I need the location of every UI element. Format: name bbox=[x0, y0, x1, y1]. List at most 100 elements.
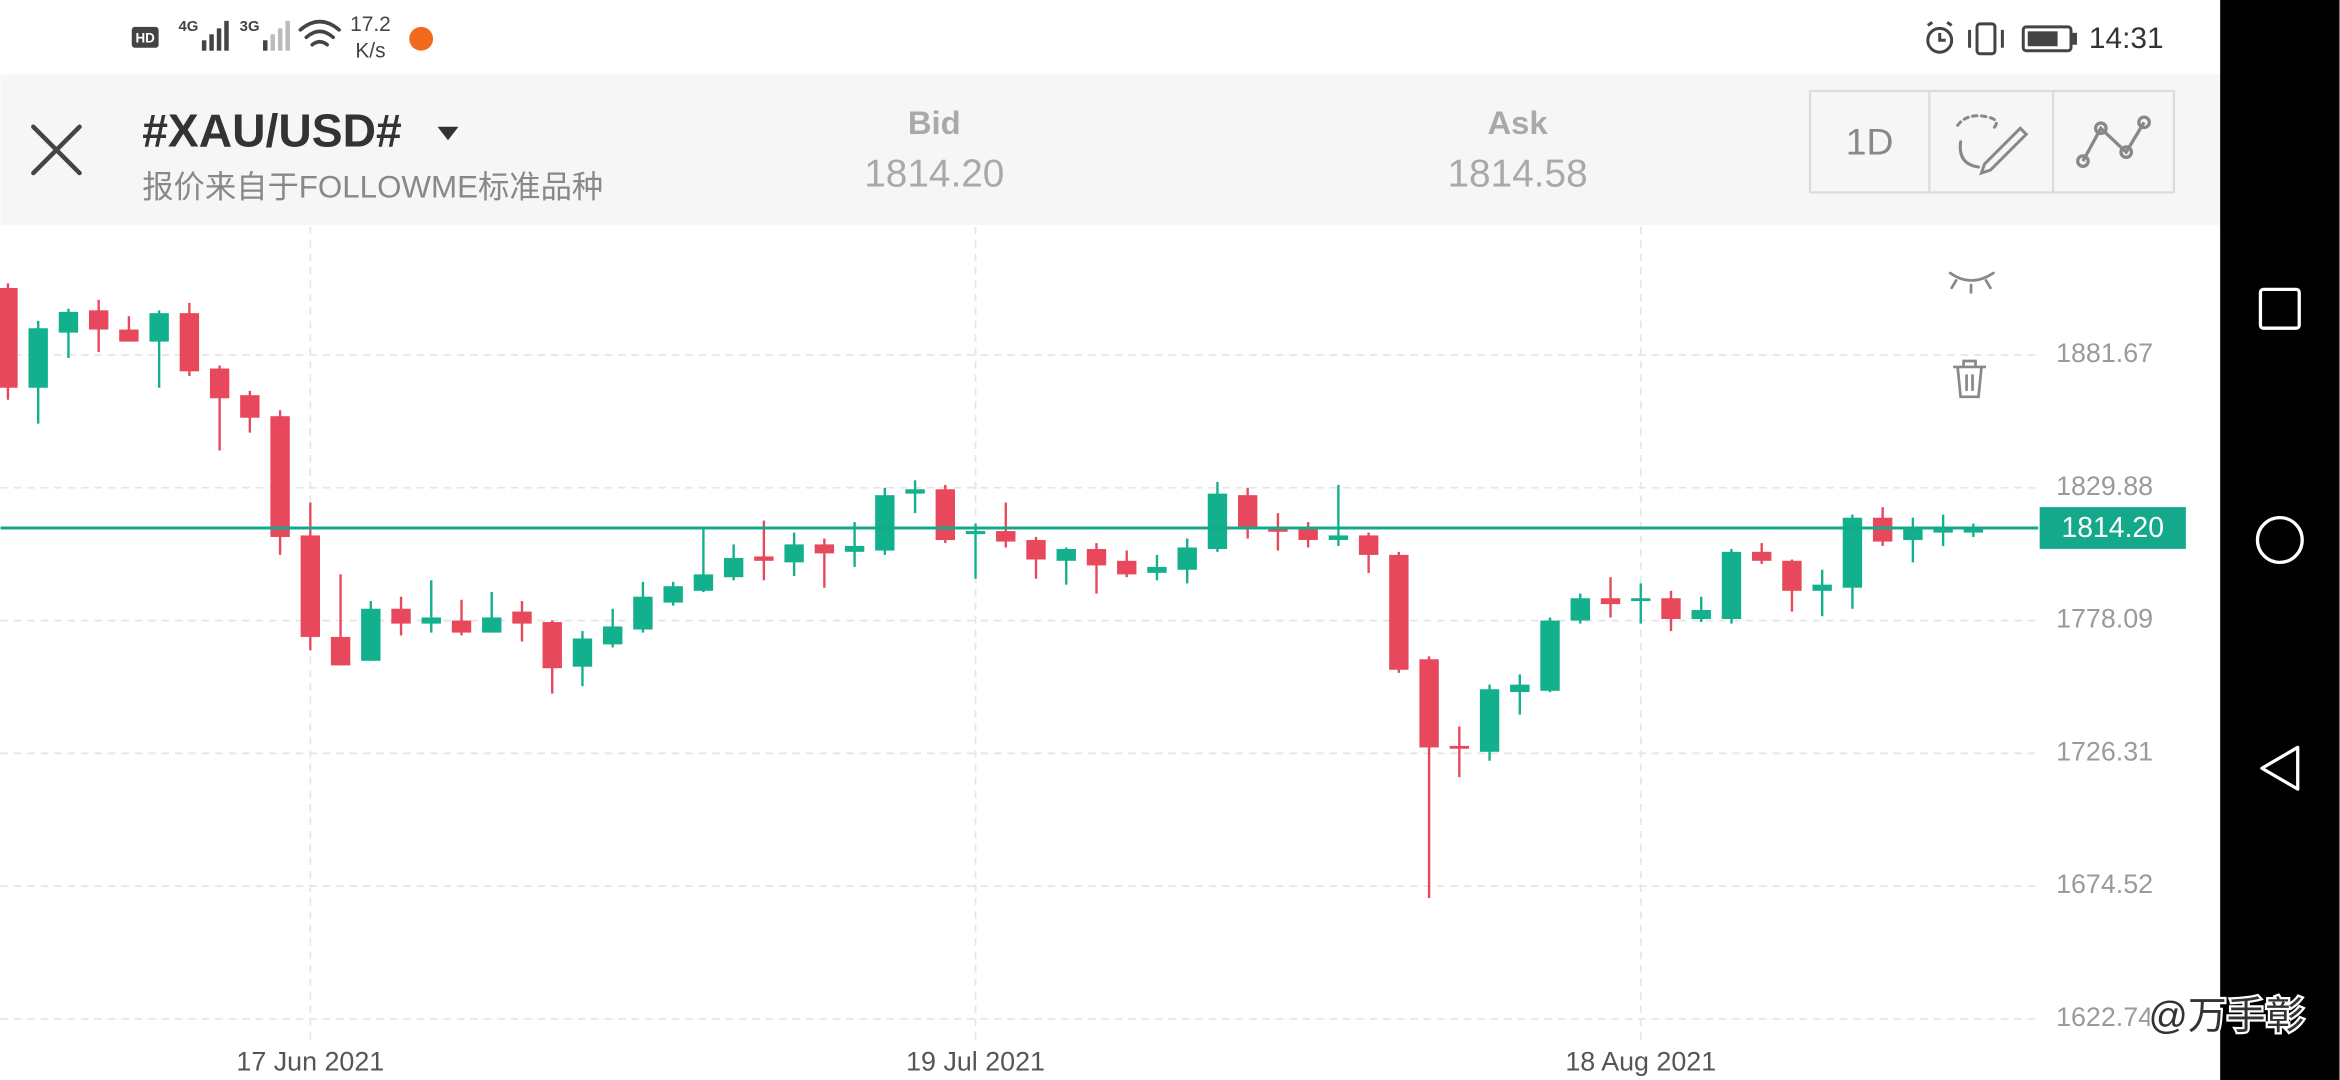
candle-body bbox=[1389, 554, 1409, 670]
candle-body bbox=[1298, 529, 1318, 541]
candle-body bbox=[1419, 659, 1439, 748]
battery-outline bbox=[2021, 25, 2073, 53]
candle-body bbox=[935, 489, 955, 541]
candle-body bbox=[1056, 549, 1076, 561]
y-tick-label: 1622.74 bbox=[2056, 1002, 2153, 1032]
recents-button[interactable] bbox=[2258, 287, 2301, 330]
clock: 14:31 bbox=[2089, 22, 2164, 55]
app-notification-icon bbox=[409, 26, 434, 51]
candle-body bbox=[723, 557, 744, 578]
alarm-icon bbox=[1926, 21, 1954, 54]
price-label-box bbox=[2039, 507, 2186, 549]
candle-body bbox=[693, 574, 714, 591]
candle-body bbox=[1782, 560, 1802, 591]
draw-tool-button[interactable] bbox=[1956, 114, 2029, 176]
candle-body bbox=[149, 313, 169, 342]
candle-body bbox=[1117, 560, 1137, 575]
net-speed: 17.2 bbox=[350, 13, 391, 36]
nav-bar bbox=[2220, 0, 2340, 1080]
battery-level bbox=[2027, 31, 2058, 47]
bid-price: 1814.20 bbox=[864, 152, 1004, 195]
y-tick-label: 1726.31 bbox=[2056, 736, 2153, 766]
candle-body bbox=[361, 608, 381, 661]
candle-body bbox=[1540, 620, 1560, 691]
candle-body bbox=[209, 368, 230, 399]
candle-body bbox=[844, 545, 865, 552]
signal-4g bbox=[201, 20, 229, 51]
candle-body bbox=[300, 535, 321, 637]
candle-body bbox=[1812, 584, 1832, 591]
candle-body bbox=[1600, 598, 1621, 605]
candle-body bbox=[965, 531, 986, 535]
candle-body bbox=[28, 328, 48, 388]
x-tick-label: 19 Jul 2021 bbox=[906, 1047, 1045, 1077]
home-button[interactable] bbox=[2255, 515, 2304, 565]
candle-body bbox=[451, 620, 472, 633]
candle-body bbox=[1207, 493, 1228, 550]
chart: 1622.74 1674.52 1726.31 1778.09 1829.88 1881.… bbox=[0, 226, 2186, 1077]
candle-body bbox=[270, 416, 290, 537]
candle-body bbox=[1358, 535, 1379, 555]
net-speed-unit: K/s bbox=[355, 40, 385, 63]
status-bar bbox=[0, 0, 2221, 75]
candle-body bbox=[1752, 551, 1772, 561]
close-button[interactable] bbox=[31, 124, 82, 176]
candle-body bbox=[1237, 495, 1258, 528]
symbol-title[interactable]: #XAU/USD# bbox=[142, 104, 402, 156]
candle-body bbox=[330, 636, 351, 666]
candle-body bbox=[1691, 610, 1711, 620]
signal-3g bbox=[263, 20, 290, 51]
net-4g-label: 4G bbox=[179, 19, 199, 35]
indicator-button[interactable] bbox=[2076, 115, 2151, 168]
candle-body bbox=[1177, 547, 1197, 570]
candle-body bbox=[179, 313, 200, 372]
watermark: @万手彰 bbox=[2146, 993, 2306, 1040]
wifi-icon bbox=[298, 19, 341, 47]
candle-body bbox=[603, 626, 623, 645]
x-tick-label: 18 Aug 2021 bbox=[1565, 1047, 1716, 1077]
source-note: 报价来自于FOLLOWME标准品种 bbox=[142, 170, 603, 205]
candle-body bbox=[996, 531, 1016, 542]
price-label: 1814.20 bbox=[2062, 512, 2164, 544]
candle-body bbox=[1963, 527, 1984, 533]
candle-body bbox=[482, 617, 502, 633]
back-button[interactable] bbox=[2260, 745, 2300, 791]
candle-body bbox=[119, 329, 139, 342]
candle-body bbox=[1026, 540, 1046, 560]
timeframe-button[interactable]: 1D bbox=[1846, 121, 1894, 163]
candle-body bbox=[784, 544, 804, 563]
candle-body bbox=[1631, 598, 1651, 602]
y-tick-label: 1674.52 bbox=[2056, 869, 2153, 899]
candle-body bbox=[421, 617, 441, 624]
symbol-dropdown[interactable] bbox=[437, 126, 459, 141]
candle-body bbox=[754, 556, 774, 561]
y-tick-label: 1778.09 bbox=[2056, 604, 2153, 634]
y-tick-label: 1881.67 bbox=[2056, 338, 2153, 368]
net-3g-label: 3G bbox=[240, 19, 260, 35]
candle-body bbox=[1842, 517, 1863, 588]
candle-body bbox=[88, 310, 109, 330]
hd-badge bbox=[131, 26, 159, 48]
candle-body bbox=[58, 311, 79, 333]
candle-body bbox=[1449, 745, 1470, 749]
hide-button[interactable] bbox=[1948, 271, 1995, 294]
watermark-text: @万手彰 bbox=[2149, 995, 2305, 1038]
delete-button[interactable] bbox=[1953, 359, 1986, 399]
candle-body bbox=[1661, 598, 1681, 620]
candle-body bbox=[905, 489, 925, 494]
candle-body bbox=[1328, 535, 1349, 541]
ask-price: 1814.58 bbox=[1447, 152, 1587, 195]
candle-body bbox=[633, 596, 653, 630]
bid-label: Bid bbox=[908, 104, 961, 141]
candle-body bbox=[512, 611, 532, 624]
candle-body bbox=[1479, 689, 1500, 752]
candle-body bbox=[1147, 566, 1167, 573]
y-tick-label: 1829.88 bbox=[2056, 471, 2153, 501]
ask-label: Ask bbox=[1487, 104, 1548, 141]
candle-body bbox=[542, 622, 562, 669]
candle-body bbox=[1903, 529, 1923, 541]
candle-body bbox=[1570, 598, 1590, 621]
candle-body bbox=[572, 638, 593, 667]
